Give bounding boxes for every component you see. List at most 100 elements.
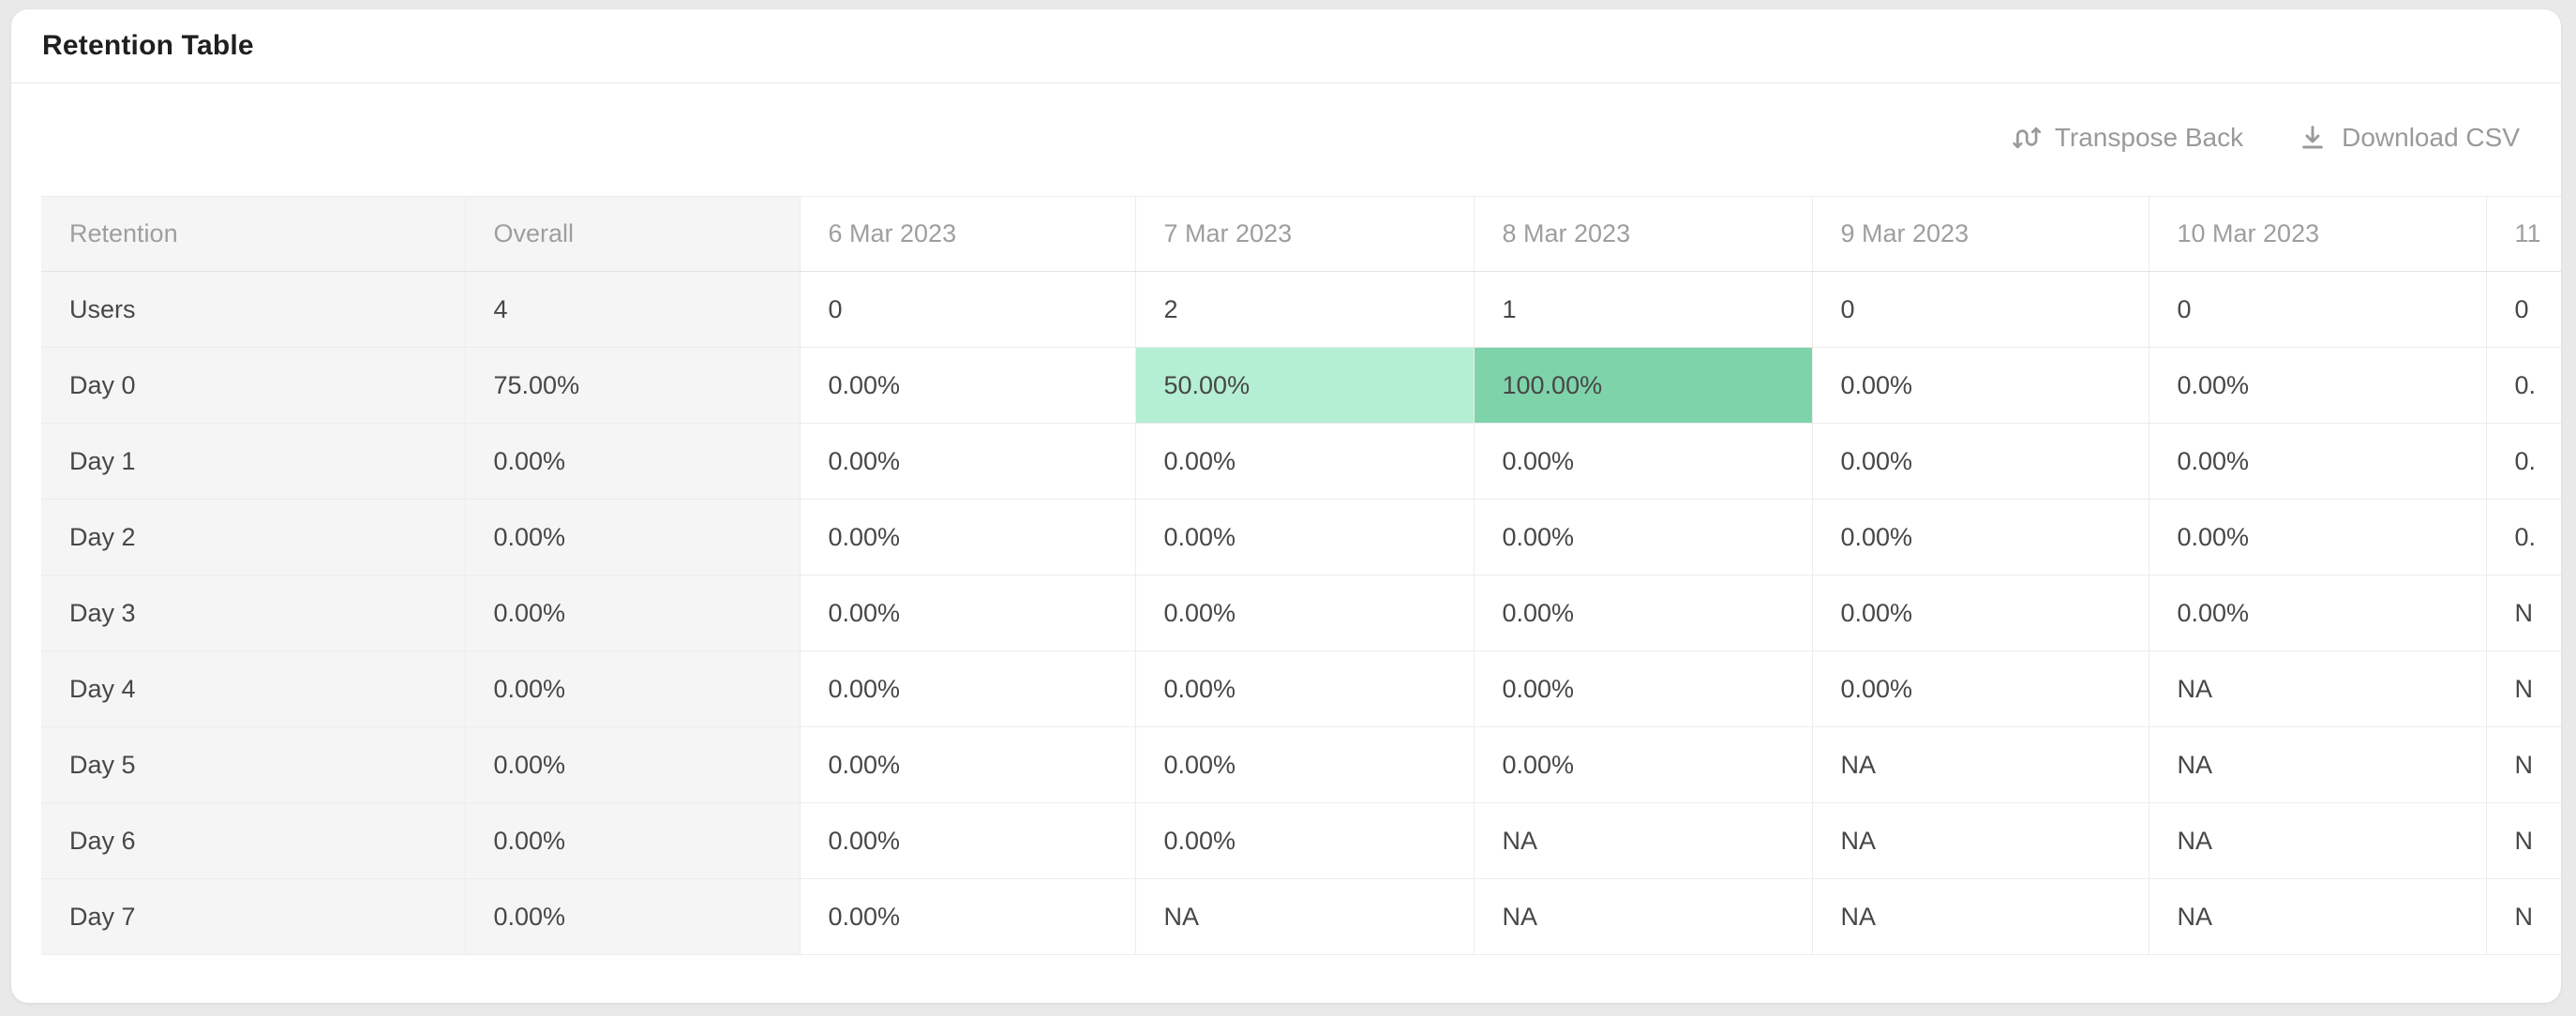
table-scroll-area[interactable]: Retention Overall 6 Mar 2023 7 Mar 2023 8 Ma… xyxy=(41,196,2561,955)
cell-day-6-8-mar-2023: NA xyxy=(1473,802,1812,879)
card-title: Retention Table xyxy=(42,30,254,61)
cell-day-3-6-mar-2023: 0.00% xyxy=(799,575,1135,651)
cell-day-6-11: N xyxy=(2485,802,2561,879)
table-row-users: Users 4 0 2 1 0 0 0 xyxy=(41,271,2561,348)
cell-day-0-11: 0. xyxy=(2485,347,2561,424)
cell-day-2-7-mar-2023: 0.00% xyxy=(1134,499,1474,575)
row-label-day-4: Day 4 xyxy=(41,650,465,727)
transpose-back-button[interactable]: Transpose Back xyxy=(2011,123,2243,153)
table-row-day-0: Day 0 75.00% 0.00% 50.00% 100.00% 0.00% 0.00% 0… xyxy=(41,347,2561,424)
row-label-day-1: Day 1 xyxy=(41,423,465,500)
column-header-overall: Overall xyxy=(464,196,800,272)
cell-day-1-10-mar-2023: 0.00% xyxy=(2148,423,2486,500)
column-header-9-mar-2023: 9 Mar 2023 xyxy=(1811,196,2149,272)
cell-day-3-8-mar-2023: 0.00% xyxy=(1473,575,1812,651)
cell-day-3-overall: 0.00% xyxy=(464,575,800,651)
cell-day-2-overall: 0.00% xyxy=(464,499,800,575)
cell-day-0-9-mar-2023: 0.00% xyxy=(1811,347,2149,424)
cell-day-6-overall: 0.00% xyxy=(464,802,800,879)
cell-day-5-overall: 0.00% xyxy=(464,726,800,803)
cell-day-1-6-mar-2023: 0.00% xyxy=(799,423,1135,500)
table-row-day-2: Day 2 0.00% 0.00% 0.00% 0.00% 0.00% 0.00% 0. xyxy=(41,499,2561,575)
column-header-7-mar-2023: 7 Mar 2023 xyxy=(1134,196,1474,272)
retention-table: Retention Overall 6 Mar 2023 7 Mar 2023 8 Ma… xyxy=(41,196,2561,955)
cell-day-7-10-mar-2023: NA xyxy=(2148,878,2486,955)
cell-day-7-11: N xyxy=(2485,878,2561,955)
table-row-day-7: Day 7 0.00% 0.00% NA NA NA NA N xyxy=(41,878,2561,955)
card-header: Retention Table xyxy=(11,9,2561,83)
cell-day-7-9-mar-2023: NA xyxy=(1811,878,2149,955)
cell-day-2-8-mar-2023: 0.00% xyxy=(1473,499,1812,575)
cell-day-7-6-mar-2023: 0.00% xyxy=(799,878,1135,955)
transpose-back-label: Transpose Back xyxy=(2054,123,2244,152)
cell-day-5-11: N xyxy=(2485,726,2561,803)
toolbar: Transpose Back Download CSV xyxy=(11,117,2561,158)
cell-day-1-11: 0. xyxy=(2485,423,2561,500)
cell-users-overall: 4 xyxy=(464,271,800,348)
table-row-day-6: Day 6 0.00% 0.00% 0.00% NA NA NA N xyxy=(41,802,2561,879)
cell-day-7-overall: 0.00% xyxy=(464,878,800,955)
cell-day-4-7-mar-2023: 0.00% xyxy=(1134,650,1474,727)
cell-day-0-overall: 75.00% xyxy=(464,347,800,424)
cell-day-6-7-mar-2023: 0.00% xyxy=(1134,802,1474,879)
cell-day-5-7-mar-2023: 0.00% xyxy=(1134,726,1474,803)
table-row-day-4: Day 4 0.00% 0.00% 0.00% 0.00% 0.00% NA N xyxy=(41,650,2561,727)
cell-day-2-9-mar-2023: 0.00% xyxy=(1811,499,2149,575)
cell-day-4-9-mar-2023: 0.00% xyxy=(1811,650,2149,727)
cell-day-5-10-mar-2023: NA xyxy=(2148,726,2486,803)
swap-vertical-icon xyxy=(2011,123,2041,153)
cell-day-5-8-mar-2023: 0.00% xyxy=(1473,726,1812,803)
cell-day-4-8-mar-2023: 0.00% xyxy=(1473,650,1812,727)
cell-day-3-9-mar-2023: 0.00% xyxy=(1811,575,2149,651)
row-label-users: Users xyxy=(41,271,465,348)
header-row: Retention Overall 6 Mar 2023 7 Mar 2023 8 Ma… xyxy=(41,196,2561,272)
cell-users-10-mar-2023: 0 xyxy=(2148,271,2486,348)
cell-day-2-10-mar-2023: 0.00% xyxy=(2148,499,2486,575)
cell-day-6-6-mar-2023: 0.00% xyxy=(799,802,1135,879)
cell-day-0-10-mar-2023: 0.00% xyxy=(2148,347,2486,424)
cell-day-4-6-mar-2023: 0.00% xyxy=(799,650,1135,727)
cell-day-1-7-mar-2023: 0.00% xyxy=(1134,423,1474,500)
cell-day-3-11: N xyxy=(2485,575,2561,651)
row-label-day-7: Day 7 xyxy=(41,878,465,955)
cell-day-4-overall: 0.00% xyxy=(464,650,800,727)
cell-day-0-7-mar-2023: 50.00% xyxy=(1134,347,1474,424)
cell-users-7-mar-2023: 2 xyxy=(1134,271,1474,348)
cell-day-0-6-mar-2023: 0.00% xyxy=(799,347,1135,424)
table-row-day-3: Day 3 0.00% 0.00% 0.00% 0.00% 0.00% 0.00% N xyxy=(41,575,2561,651)
cell-day-0-8-mar-2023: 100.00% xyxy=(1473,347,1812,424)
cell-day-7-7-mar-2023: NA xyxy=(1134,878,1474,955)
cell-day-5-6-mar-2023: 0.00% xyxy=(799,726,1135,803)
column-header-10-mar-2023: 10 Mar 2023 xyxy=(2148,196,2486,272)
cell-day-1-9-mar-2023: 0.00% xyxy=(1811,423,2149,500)
download-csv-label: Download CSV xyxy=(2342,123,2520,152)
cell-users-6-mar-2023: 0 xyxy=(799,271,1135,348)
cell-day-3-7-mar-2023: 0.00% xyxy=(1134,575,1474,651)
row-label-day-3: Day 3 xyxy=(41,575,465,651)
cell-day-3-10-mar-2023: 0.00% xyxy=(2148,575,2486,651)
table-row-day-5: Day 5 0.00% 0.00% 0.00% 0.00% NA NA N xyxy=(41,726,2561,803)
column-header-8-mar-2023: 8 Mar 2023 xyxy=(1473,196,1812,272)
download-csv-button[interactable]: Download CSV xyxy=(2298,123,2520,153)
row-label-day-5: Day 5 xyxy=(41,726,465,803)
cell-users-8-mar-2023: 1 xyxy=(1473,271,1812,348)
cell-day-5-9-mar-2023: NA xyxy=(1811,726,2149,803)
cell-users-11: 0 xyxy=(2485,271,2561,348)
cell-day-6-10-mar-2023: NA xyxy=(2148,802,2486,879)
cell-day-4-10-mar-2023: NA xyxy=(2148,650,2486,727)
cell-day-6-9-mar-2023: NA xyxy=(1811,802,2149,879)
cell-day-7-8-mar-2023: NA xyxy=(1473,878,1812,955)
cell-day-2-6-mar-2023: 0.00% xyxy=(799,499,1135,575)
cell-day-1-8-mar-2023: 0.00% xyxy=(1473,423,1812,500)
cell-day-4-11: N xyxy=(2485,650,2561,727)
cell-day-2-11: 0. xyxy=(2485,499,2561,575)
column-header-6-mar-2023: 6 Mar 2023 xyxy=(799,196,1135,272)
row-label-day-0: Day 0 xyxy=(41,347,465,424)
row-label-day-6: Day 6 xyxy=(41,802,465,879)
download-icon xyxy=(2298,123,2328,153)
row-label-day-2: Day 2 xyxy=(41,499,465,575)
column-header-retention: Retention xyxy=(41,196,465,272)
cell-users-9-mar-2023: 0 xyxy=(1811,271,2149,348)
column-header-11: 11 xyxy=(2485,196,2561,272)
